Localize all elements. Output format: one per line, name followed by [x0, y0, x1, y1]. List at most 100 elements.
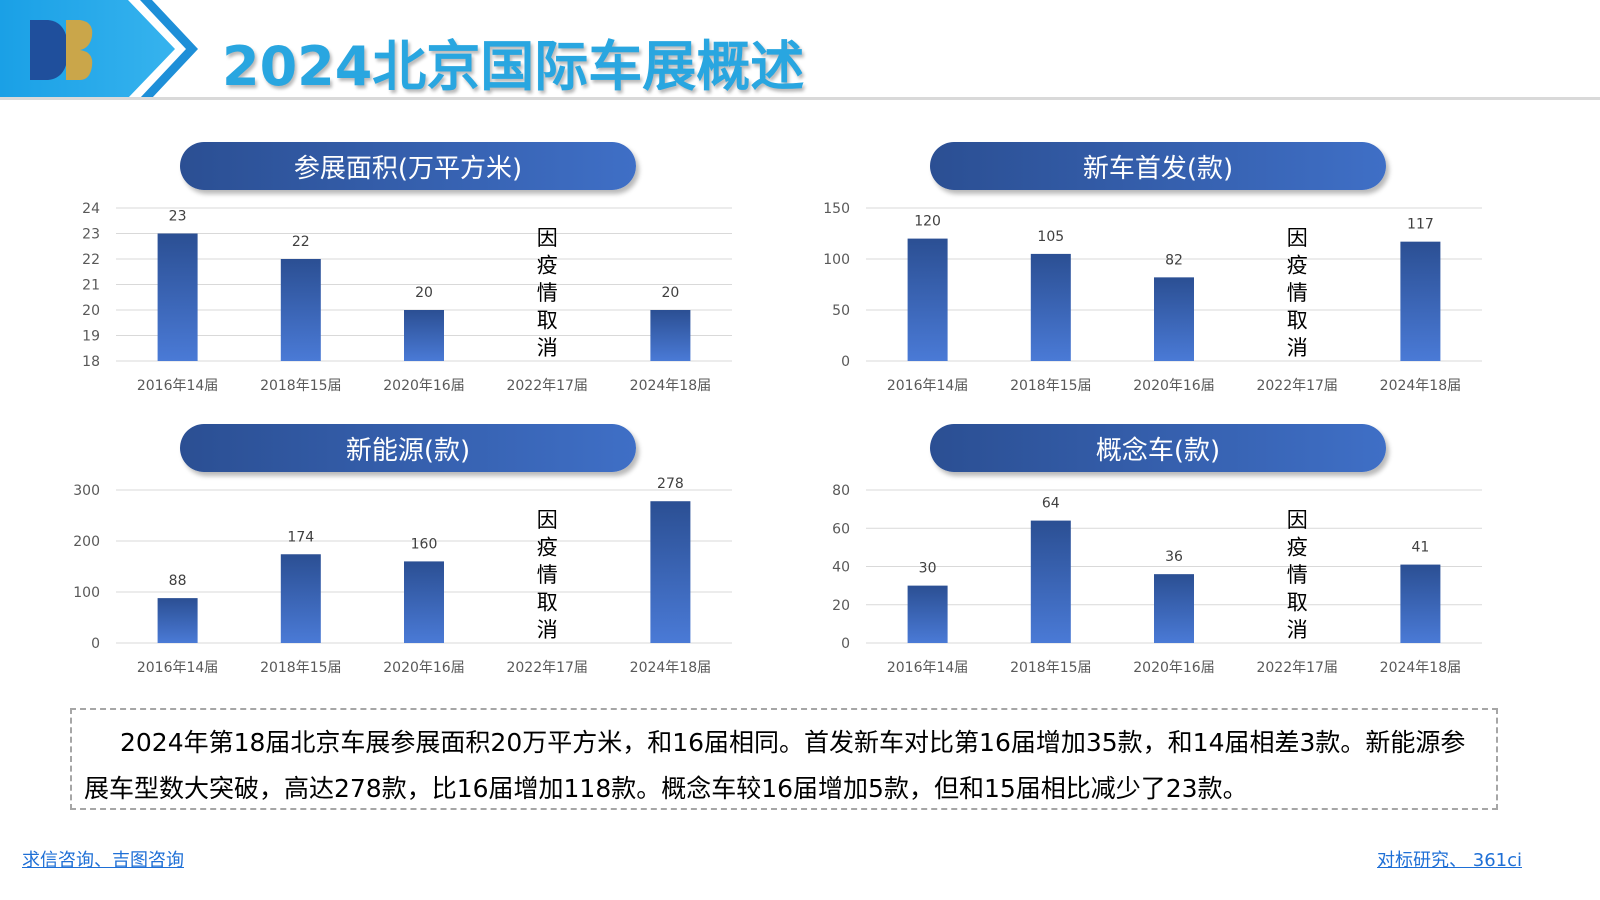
annotation-char: 因 — [537, 508, 558, 532]
annotation-char: 消 — [1287, 336, 1308, 360]
annotation-char: 疫 — [537, 536, 558, 560]
y-tick-label: 19 — [82, 329, 100, 345]
db-logo-icon — [30, 20, 93, 80]
bar — [650, 310, 691, 361]
data-label: 36 — [1165, 549, 1183, 565]
chart-panel-exhibition-area: 参展面积(万平方米) 18 19 20 21 22 23 24 2016年14届 23 2018年… — [0, 142, 732, 412]
data-label: 20 — [661, 285, 679, 301]
chart-concept-cars: 0 20 40 60 80 2016年14届 30 2018年15届 64 2020年16届 36 2… — [832, 483, 1482, 676]
bar — [280, 554, 321, 643]
annotation-char: 因 — [1287, 508, 1308, 532]
annotation-char: 情 — [537, 563, 558, 587]
y-tick-label: 20 — [832, 598, 850, 614]
chart-exhibition-area: 18 19 20 21 22 23 24 2016年14届 23 2018年15届 22 2020年1… — [82, 201, 732, 394]
annotation-char: 取 — [537, 309, 558, 333]
x-tick-label: 2016年14届 — [887, 378, 968, 394]
y-tick-label: 0 — [841, 636, 850, 652]
y-tick-label: 24 — [82, 201, 100, 217]
data-label: 64 — [1042, 496, 1060, 512]
y-tick-label: 22 — [82, 252, 100, 268]
x-tick-label: 2018年15届 — [1010, 660, 1091, 676]
logo-banner — [0, 0, 198, 98]
chart-title-pill: 新车首发(款) — [930, 142, 1386, 190]
annotation-char: 情 — [1287, 563, 1308, 587]
data-label: 20 — [415, 285, 433, 301]
bar — [157, 598, 198, 643]
bar — [1030, 253, 1071, 361]
data-label: 30 — [919, 561, 937, 577]
y-tick-label: 80 — [832, 483, 850, 499]
data-label: 117 — [1407, 217, 1434, 233]
data-label: 82 — [1165, 252, 1183, 268]
annotation-char: 疫 — [537, 254, 558, 278]
chart-panel-concept-cars: 概念车(款) 0 20 40 60 80 2016年14届 30 2018年15届 64 2020… — [750, 424, 1482, 694]
x-tick-label: 2020年16届 — [1133, 660, 1214, 676]
data-label: 23 — [169, 209, 187, 225]
chart-title-pill: 概念车(款) — [930, 424, 1386, 472]
x-tick-label: 2020年16届 — [383, 660, 464, 676]
x-tick-label: 2018年15届 — [260, 378, 341, 394]
summary-text: 2024年第18届北京车展参展面积20万平方米，和16届相同。首发新车对比第16… — [70, 708, 1498, 810]
y-tick-label: 40 — [832, 560, 850, 576]
chart-title-pill: 新能源(款) — [180, 424, 636, 472]
footer-source-link[interactable]: 求信咨询、吉图咨询 — [22, 850, 184, 871]
data-label: 22 — [292, 234, 310, 250]
annotation-char: 因 — [1287, 226, 1308, 250]
data-label: 88 — [169, 573, 187, 589]
header: 2024北京国际车展概述 — [0, 0, 1600, 100]
header-divider — [0, 97, 1600, 100]
x-tick-label: 2016年14届 — [137, 660, 218, 676]
y-tick-label: 60 — [832, 521, 850, 537]
bar — [907, 585, 948, 643]
chart-panel-new-car-debuts: 新车首发(款) 0 50 100 150 2016年14届 120 2018年15届 105 2… — [750, 142, 1482, 412]
x-tick-label: 2024年18届 — [630, 660, 711, 676]
annotation-char: 取 — [1287, 309, 1308, 333]
x-tick-label: 2020年16届 — [1133, 378, 1214, 394]
x-tick-label: 2024年18届 — [1380, 660, 1461, 676]
data-label: 278 — [657, 476, 684, 492]
x-tick-label: 2016年14届 — [887, 660, 968, 676]
annotation-char: 疫 — [1287, 254, 1308, 278]
bar — [1154, 277, 1194, 361]
y-tick-label: 100 — [73, 585, 100, 601]
x-tick-label: 2018年15届 — [1010, 378, 1091, 394]
annotation-char: 取 — [537, 591, 558, 615]
annotation-char: 情 — [537, 281, 558, 305]
bar — [404, 310, 444, 361]
data-label: 120 — [914, 214, 941, 230]
y-tick-label: 0 — [91, 636, 100, 652]
y-tick-label: 0 — [841, 354, 850, 370]
y-tick-label: 100 — [823, 252, 850, 268]
chart-new-car-debuts: 0 50 100 150 2016年14届 120 2018年15届 105 2020年16届 8… — [823, 201, 1482, 394]
annotation-char: 取 — [1287, 591, 1308, 615]
bar — [280, 259, 321, 361]
footer-research-link[interactable]: 对标研究、 361ci — [1377, 850, 1522, 871]
annotation-char: 消 — [537, 336, 558, 360]
x-tick-label: 2018年15届 — [260, 660, 341, 676]
bar — [907, 238, 948, 361]
annotation-char: 消 — [537, 618, 558, 642]
annotation-char: 消 — [1287, 618, 1308, 642]
data-label: 105 — [1037, 229, 1064, 245]
bar — [650, 501, 691, 643]
annotation-char: 疫 — [1287, 536, 1308, 560]
data-label: 160 — [411, 536, 438, 552]
y-tick-label: 150 — [823, 201, 850, 217]
y-tick-label: 300 — [73, 483, 100, 499]
data-label: 41 — [1411, 540, 1429, 556]
chart-title-pill: 参展面积(万平方米) — [180, 142, 636, 190]
bar — [157, 233, 198, 361]
annotation-char: 因 — [537, 226, 558, 250]
bar — [1400, 241, 1441, 361]
x-tick-label: 2022年17届 — [506, 378, 587, 394]
y-tick-label: 18 — [82, 354, 100, 370]
x-tick-label: 2024年18届 — [630, 378, 711, 394]
y-tick-label: 20 — [82, 303, 100, 319]
y-tick-label: 50 — [832, 303, 850, 319]
x-tick-label: 2022年17届 — [1256, 378, 1337, 394]
bar — [404, 561, 444, 643]
page-title: 2024北京国际车展概述 — [222, 35, 805, 98]
x-tick-label: 2024年18届 — [1380, 378, 1461, 394]
bar — [1154, 574, 1194, 643]
x-tick-label: 2022年17届 — [1256, 660, 1337, 676]
